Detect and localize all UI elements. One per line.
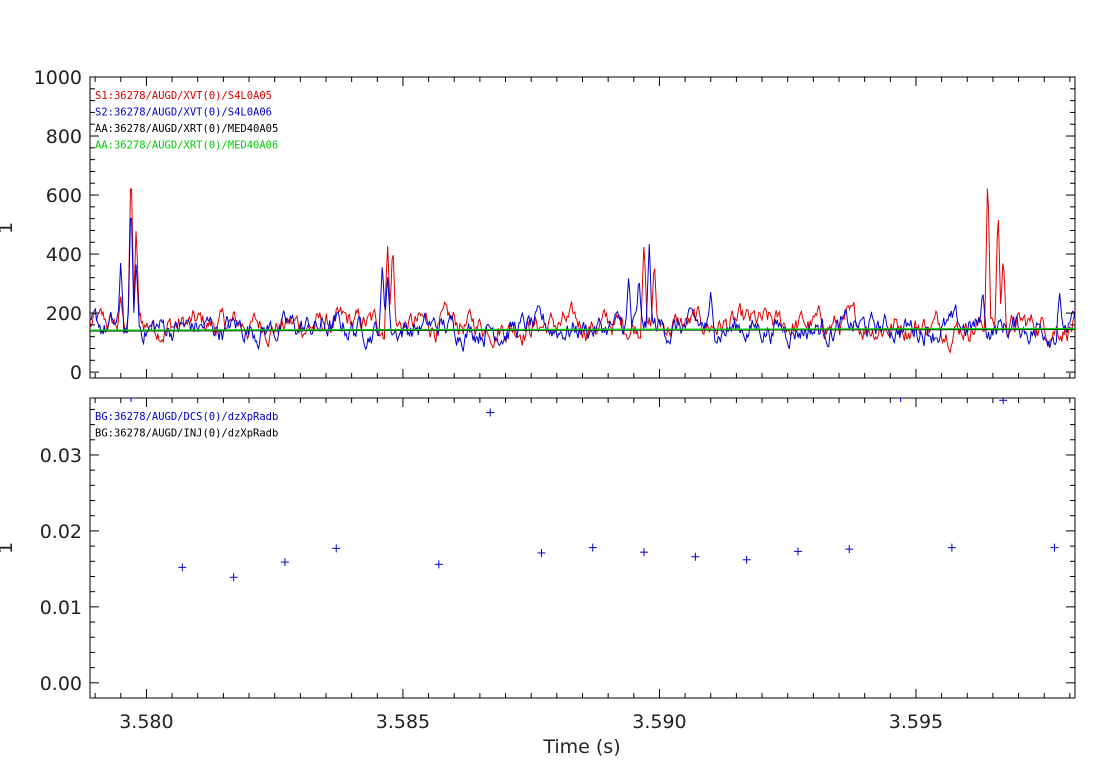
scatter-point <box>1050 543 1059 552</box>
y-tick-label: 0.02 <box>40 521 82 543</box>
scatter-point <box>280 558 289 567</box>
x-axis-title: Time (s) <box>542 736 620 758</box>
series-line-1 <box>90 188 1075 355</box>
scatter-point <box>332 544 341 553</box>
scatter-point <box>387 398 389 399</box>
y-tick-label: 0.00 <box>40 673 82 695</box>
y-tick-label: 200 <box>46 303 82 325</box>
x-tick-label: 3.595 <box>889 711 943 733</box>
x-tick-label: 3.590 <box>632 711 686 733</box>
scatter-point <box>640 548 649 557</box>
legend-entry: BG:36278/AUGD/DCS(0)/dzXpRadb <box>95 411 278 423</box>
scatter-point <box>742 555 751 564</box>
y-tick-label: 400 <box>46 244 82 266</box>
series-line-4 <box>90 328 1075 331</box>
scatter-point <box>434 560 443 569</box>
y-tick-label: 800 <box>46 126 82 148</box>
bottom-tick-labels: 0.00 0.01 0.02 0.03 3.580 3.585 3.590 3.595 <box>40 445 943 733</box>
bottom-legend: BG:36278/AUGD/DCS(0)/dzXpRadb BG:36278/AU… <box>95 411 278 440</box>
scatter-point <box>537 548 546 557</box>
y-tick-label: 0 <box>70 362 82 384</box>
y-tick-label: 1000 <box>34 67 82 89</box>
legend-entry: S1:36278/AUGD/XVT(0)/S4L0A05 <box>95 90 272 102</box>
scatter-point <box>229 573 238 582</box>
bottom-panel: 0.00 0.01 0.02 0.03 3.580 3.585 3.590 3.595 BG:… <box>0 397 1076 733</box>
scatter-point <box>127 398 136 402</box>
legend-entry: BG:36278/AUGD/INJ(0)/dzXpRadb <box>95 428 278 440</box>
top-series-group <box>90 188 1075 355</box>
scatter-point <box>896 398 905 402</box>
scatter-point <box>588 543 597 552</box>
legend-entry: S2:36278/AUGD/XVT(0)/S4L0A06 <box>95 107 272 119</box>
x-tick-label: 3.580 <box>119 711 173 733</box>
scatter-point <box>178 563 187 572</box>
scatter-point <box>999 398 1008 405</box>
scatter-point <box>947 543 956 552</box>
y-tick-label: 0.03 <box>40 445 82 467</box>
x-tick-label: 3.585 <box>376 711 430 733</box>
bottom-y-axis-title: 1 <box>0 542 17 554</box>
bottom-axis-ticks <box>90 398 1075 698</box>
scatter-point <box>793 547 802 556</box>
top-panel: 0 200 400 600 800 1000 S1:36278/AUGD/XVT(0)/S… <box>0 67 1076 384</box>
series-line-2 <box>90 218 1075 352</box>
y-tick-label: 0.01 <box>40 597 82 619</box>
top-axis-ticks <box>90 76 1075 378</box>
scatter-point <box>691 552 700 561</box>
scatter-point <box>845 545 854 554</box>
scatter-point <box>486 408 495 417</box>
top-legend: S1:36278/AUGD/XVT(0)/S4L0A05 S2:36278/AUG… <box>95 90 278 152</box>
y-tick-label: 600 <box>46 185 82 207</box>
legend-entry: AA:36278/AUGD/XRT(0)/MED40A06 <box>95 140 278 152</box>
top-tick-labels: 0 200 400 600 800 1000 <box>34 67 82 384</box>
bottom-series-group <box>127 398 1059 582</box>
legend-entry: AA:36278/AUGD/XRT(0)/MED40A05 <box>95 123 278 135</box>
bottom-plot-frame <box>89 397 1076 699</box>
top-y-axis-title: 1 <box>0 222 17 234</box>
